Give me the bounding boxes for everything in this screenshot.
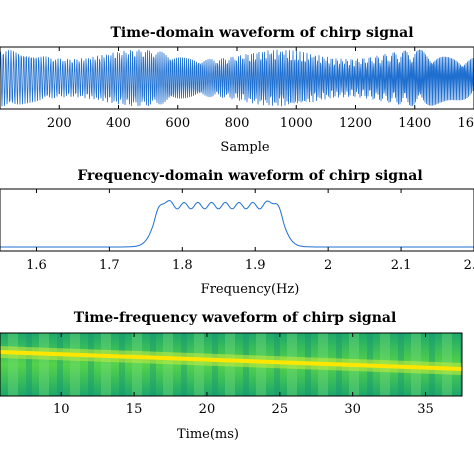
x-tick-label: 2.1 [391, 258, 412, 273]
x-tick-label: 25 [272, 402, 289, 417]
x-tick-label: 2 [324, 258, 332, 273]
x-tick-label: 1.7 [99, 258, 120, 273]
x-tick-label: 15 [126, 402, 143, 417]
heatmap-band [8, 333, 18, 396]
x-tick-label: 2.2 [464, 258, 474, 273]
heatmap-band [101, 333, 111, 396]
x-tick-label: 1.6 [26, 258, 47, 273]
heatmap-band-dark [150, 333, 156, 396]
x-tick-label: 400 [106, 116, 131, 131]
x-tick-label: 30 [344, 402, 361, 417]
spectrum-line [0, 200, 474, 248]
heatmap-band-dark [88, 333, 94, 396]
heatmap-band-dark [57, 333, 63, 396]
heatmap-band [132, 333, 142, 396]
x-tick-label: 1.8 [172, 258, 193, 273]
chirp-waveform-line [0, 49, 474, 107]
x-tick-label: 1000 [280, 116, 313, 131]
x-tick-label: 600 [165, 116, 190, 131]
ridge-line [0, 350, 462, 371]
heatmap-band [70, 333, 80, 396]
x-tick-label: 1600 [457, 116, 474, 131]
heatmap-band-dark [119, 333, 125, 396]
panel3-heatmap [0, 333, 462, 396]
heatmap-band-dark [26, 333, 32, 396]
x-tick-label: 800 [225, 116, 250, 131]
panel1-xlabel: Sample [220, 140, 269, 155]
x-tick-label: 200 [47, 116, 72, 131]
panel3-xlabel: Time(ms) [177, 427, 239, 442]
panel3-frame [0, 332, 463, 397]
panel1-x-ticks: 200 400 600 800 1000 1200 1400 1600 [47, 47, 474, 131]
heatmap-band [163, 333, 173, 396]
x-tick-label: 35 [417, 402, 434, 417]
panel3-title: Time-frequency waveform of chirp signal [74, 310, 397, 326]
panel1-waveform [0, 49, 474, 107]
heatmap-band [39, 333, 49, 396]
x-tick-label: 1400 [398, 116, 431, 131]
panel1-title: Time-domain waveform of chirp signal [110, 25, 413, 41]
panel2-xlabel: Frequency(Hz) [201, 282, 300, 297]
x-tick-label: 20 [199, 402, 216, 417]
x-tick-label: 1200 [339, 116, 372, 131]
x-tick-label: 10 [53, 402, 70, 417]
panel2-title: Frequency-domain waveform of chirp signa… [77, 168, 422, 184]
x-tick-label: 1.9 [245, 258, 266, 273]
panel2-frame [0, 188, 474, 252]
panel2-spectrum [0, 200, 474, 248]
panel3-x-ticks: 10 15 20 25 30 35 [53, 333, 434, 417]
panel2-x-ticks: 1.6 1.7 1.8 1.9 2 2.1 2.2 [26, 189, 474, 273]
